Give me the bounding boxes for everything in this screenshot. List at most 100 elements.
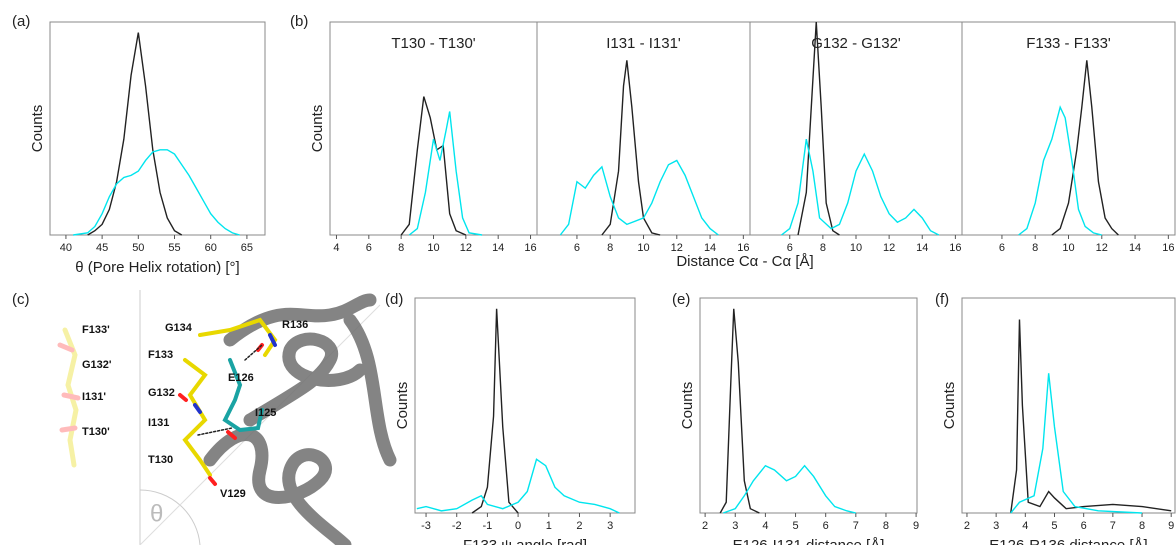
- x-tick-label: 6: [999, 242, 1005, 254]
- x-tick-label: 16: [737, 242, 749, 254]
- x-tick-label: 7: [853, 520, 859, 532]
- x-tick-label: 14: [704, 242, 716, 254]
- x-tick-label: 40: [60, 242, 72, 254]
- histogram-line: [1010, 373, 1143, 514]
- panel-label: (e): [672, 291, 690, 308]
- histogram-line: [719, 308, 760, 514]
- plot-frame: [49, 21, 266, 236]
- x-tick-label: 4: [1022, 520, 1028, 532]
- x-tick-label: 55: [168, 242, 180, 254]
- x-tick-label: 5: [1051, 520, 1057, 532]
- residue-label: T130': [82, 426, 110, 438]
- x-tick-label: 8: [1032, 242, 1038, 254]
- residue-label: G132': [82, 359, 112, 371]
- x-tick-label: 10: [427, 242, 439, 254]
- plot-frame: [536, 21, 751, 236]
- histogram-line: [1010, 319, 1172, 514]
- x-axis-label: E126-R136 distance [Å]: [989, 537, 1147, 545]
- x-tick-label: 4: [333, 242, 339, 254]
- residue-label: I125: [255, 407, 276, 419]
- x-tick-label: 10: [637, 242, 649, 254]
- x-tick-label: 8: [883, 520, 889, 532]
- x-tick-label: -2: [452, 520, 462, 532]
- x-tick-label: 10: [1062, 242, 1074, 254]
- x-tick-label: 50: [132, 242, 144, 254]
- histogram-line: [400, 96, 467, 236]
- x-axis-label: θ (Pore Helix rotation) [°]: [75, 259, 239, 276]
- x-tick-label: 14: [1129, 242, 1141, 254]
- panel-label: (f): [935, 291, 949, 308]
- x-tick-label: -3: [421, 520, 431, 532]
- residue-label: I131': [82, 391, 106, 403]
- x-tick-label: 0: [515, 520, 521, 532]
- histogram-line: [601, 60, 661, 236]
- x-tick-label: 8: [820, 242, 826, 254]
- subplot-title: T130 - T130': [391, 35, 475, 52]
- x-axis-label: E126-I131 distance [Å]: [733, 537, 885, 545]
- histogram-line: [471, 308, 519, 514]
- plot-frame: [961, 297, 1176, 514]
- x-tick-label: 3: [732, 520, 738, 532]
- x-tick-label: 6: [787, 242, 793, 254]
- x-tick-label: 6: [1081, 520, 1087, 532]
- x-tick-label: 14: [916, 242, 928, 254]
- residue-label: V129: [220, 488, 246, 500]
- subplot-title: G132 - G132': [811, 35, 901, 52]
- y-axis-label: Counts: [679, 382, 696, 430]
- x-tick-label: 9: [1168, 520, 1174, 532]
- angle-symbol: θ: [150, 500, 163, 527]
- x-tick-label: 8: [1139, 520, 1145, 532]
- x-tick-label: 2: [702, 520, 708, 532]
- panel-label: (a): [12, 13, 30, 30]
- x-tick-label: 16: [949, 242, 961, 254]
- x-axis-label: Distance Cα - Cα [Å]: [676, 253, 813, 270]
- histogram-line: [1051, 60, 1119, 236]
- residue-label: G132: [148, 387, 175, 399]
- y-axis-label: Counts: [941, 382, 958, 430]
- panel-label: (d): [385, 291, 403, 308]
- x-tick-label: 10: [850, 242, 862, 254]
- x-tick-label: -1: [483, 520, 493, 532]
- residue-label: E126: [228, 372, 254, 384]
- x-tick-label: 12: [883, 242, 895, 254]
- x-tick-label: 16: [524, 242, 536, 254]
- histogram-line: [408, 111, 483, 236]
- histogram-line: [559, 159, 719, 236]
- panel-label: (c): [12, 291, 30, 308]
- x-tick-label: 12: [671, 242, 683, 254]
- histogram-line: [722, 464, 856, 514]
- x-tick-label: 16: [1162, 242, 1174, 254]
- histogram-line: [416, 458, 620, 514]
- plot-frame: [749, 21, 963, 236]
- x-tick-label: 65: [241, 242, 253, 254]
- histogram-line: [797, 21, 840, 236]
- x-tick-label: 3: [607, 520, 613, 532]
- x-tick-label: 8: [607, 242, 613, 254]
- subplot-title: F133 - F133': [1026, 35, 1111, 52]
- x-tick-label: 60: [205, 242, 217, 254]
- x-tick-label: 1: [546, 520, 552, 532]
- histogram-line: [781, 139, 940, 236]
- x-tick-label: 7: [1110, 520, 1116, 532]
- x-tick-label: 12: [1096, 242, 1108, 254]
- residue-label: G134: [165, 322, 193, 334]
- molecule-render: [57, 290, 397, 545]
- residue-label: F133: [148, 349, 173, 361]
- x-tick-label: 8: [398, 242, 404, 254]
- x-axis-label: F133 ψ angle [rad]: [463, 537, 587, 545]
- plot-frame: [414, 297, 636, 514]
- x-tick-label: 14: [492, 242, 504, 254]
- x-tick-label: 5: [792, 520, 798, 532]
- subplot-title: I131 - I131': [606, 35, 681, 52]
- x-tick-label: 9: [913, 520, 919, 532]
- y-axis-label: Counts: [394, 382, 411, 430]
- x-tick-label: 12: [460, 242, 472, 254]
- residue-label: T130: [148, 454, 173, 466]
- x-tick-label: 6: [823, 520, 829, 532]
- x-tick-label: 2: [964, 520, 970, 532]
- histogram-line: [1018, 105, 1102, 236]
- plot-frame: [699, 297, 918, 514]
- y-axis-label: Counts: [29, 105, 46, 153]
- residue-label: I131: [148, 417, 169, 429]
